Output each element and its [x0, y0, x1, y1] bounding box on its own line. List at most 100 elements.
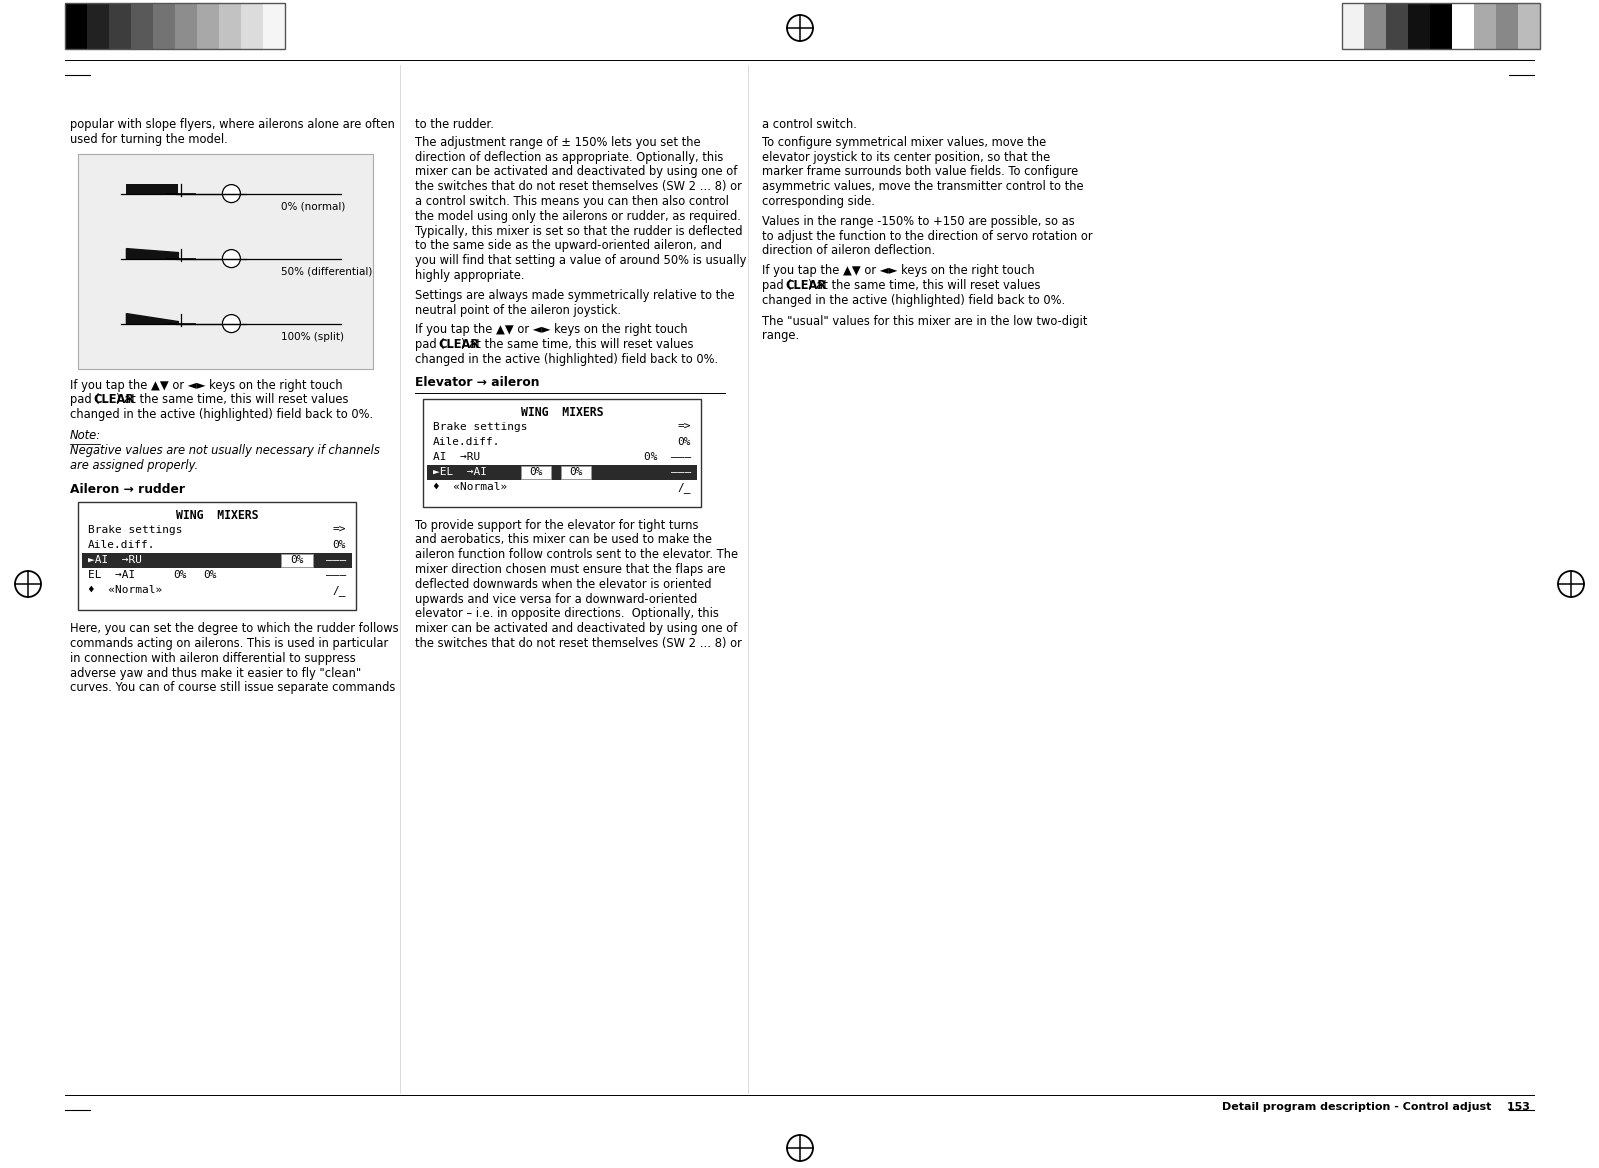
- Text: /_: /_: [333, 585, 345, 596]
- Text: to the same side as the upward-oriented aileron, and: to the same side as the upward-oriented …: [416, 239, 723, 252]
- Text: ———: ———: [326, 555, 345, 565]
- Text: Typically, this mixer is set so that the rudder is deflected: Typically, this mixer is set so that the…: [416, 224, 742, 237]
- Polygon shape: [126, 249, 179, 258]
- Text: marker frame surrounds both value fields. To configure: marker frame surrounds both value fields…: [763, 166, 1078, 179]
- Text: /_: /_: [678, 481, 691, 493]
- Text: mixer direction chosen must ensure that the flaps are: mixer direction chosen must ensure that …: [416, 563, 726, 576]
- Text: in connection with aileron differential to suppress: in connection with aileron differential …: [70, 652, 355, 665]
- Text: changed in the active (highlighted) field back to 0%.: changed in the active (highlighted) fiel…: [763, 294, 1065, 307]
- Text: curves. You can of course still issue separate commands: curves. You can of course still issue se…: [70, 681, 395, 695]
- Text: 0%: 0%: [678, 437, 691, 446]
- Text: Aile.diff.: Aile.diff.: [88, 540, 155, 550]
- Bar: [1364, 4, 1386, 49]
- Text: 0%: 0%: [569, 466, 582, 477]
- Bar: [1386, 4, 1409, 49]
- Bar: [1497, 4, 1517, 49]
- Polygon shape: [126, 313, 179, 324]
- Text: Note:: Note:: [70, 429, 101, 442]
- Text: ►AI  →RU: ►AI →RU: [88, 555, 142, 565]
- Text: ♦  «Normal»: ♦ «Normal»: [433, 481, 507, 492]
- Text: Brake settings: Brake settings: [433, 422, 528, 432]
- Text: ) at the same time, this will reset values: ) at the same time, this will reset valu…: [117, 394, 349, 406]
- Text: aileron function follow controls sent to the elevator. The: aileron function follow controls sent to…: [416, 548, 739, 561]
- Text: 0% (normal): 0% (normal): [281, 202, 345, 211]
- Text: If you tap the ▲▼ or ◄► keys on the right touch: If you tap the ▲▼ or ◄► keys on the righ…: [416, 324, 688, 336]
- Text: Aileron → rudder: Aileron → rudder: [70, 484, 185, 496]
- Text: The adjustment range of ± 150% lets you set the: The adjustment range of ± 150% lets you …: [416, 135, 700, 148]
- Text: WING  MIXERS: WING MIXERS: [521, 405, 603, 418]
- Text: upwards and vice versa for a downward-oriented: upwards and vice versa for a downward-or…: [416, 592, 697, 605]
- Text: 50% (differential): 50% (differential): [281, 266, 373, 277]
- Text: Settings are always made symmetrically relative to the: Settings are always made symmetrically r…: [416, 288, 734, 301]
- Text: adverse yaw and thus make it easier to fly "clean": adverse yaw and thus make it easier to f…: [70, 667, 361, 680]
- Text: Values in the range -150% to +150 are possible, so as: Values in the range -150% to +150 are po…: [763, 215, 1075, 228]
- Bar: [78, 154, 373, 369]
- Text: Aile.diff.: Aile.diff.: [433, 437, 500, 446]
- Text: Elevator → aileron: Elevator → aileron: [416, 376, 539, 389]
- Text: 0%: 0%: [173, 570, 187, 580]
- Text: changed in the active (highlighted) field back to 0%.: changed in the active (highlighted) fiel…: [416, 353, 718, 366]
- Text: corresponding side.: corresponding side.: [763, 195, 875, 208]
- Bar: [82, 554, 352, 568]
- Bar: [219, 4, 241, 49]
- Text: Here, you can set the degree to which the rudder follows: Here, you can set the degree to which th…: [70, 623, 398, 635]
- Bar: [197, 4, 219, 49]
- Text: a control switch.: a control switch.: [763, 118, 857, 131]
- Text: the switches that do not reset themselves (SW 2 … 8) or: the switches that do not reset themselve…: [416, 180, 742, 193]
- Bar: [1474, 4, 1497, 49]
- Text: The "usual" values for this mixer are in the low two-digit: The "usual" values for this mixer are in…: [763, 314, 1087, 327]
- Bar: [241, 4, 262, 49]
- Bar: [281, 554, 313, 568]
- Text: and aerobatics, this mixer can be used to make the: and aerobatics, this mixer can be used t…: [416, 534, 712, 547]
- Bar: [126, 183, 179, 194]
- Text: ———: ———: [670, 466, 691, 477]
- Bar: [1430, 4, 1452, 49]
- Text: are assigned properly.: are assigned properly.: [70, 459, 198, 472]
- Text: ———: ———: [326, 570, 345, 580]
- Bar: [86, 4, 109, 49]
- Bar: [1342, 4, 1364, 49]
- Bar: [66, 4, 285, 49]
- Text: To provide support for the elevator for tight turns: To provide support for the elevator for …: [416, 519, 699, 531]
- Text: CLEAR: CLEAR: [93, 394, 134, 406]
- Text: 0%: 0%: [333, 540, 345, 550]
- Bar: [174, 4, 197, 49]
- Text: direction of deflection as appropriate. Optionally, this: direction of deflection as appropriate. …: [416, 151, 723, 164]
- Text: to adjust the function to the direction of servo rotation or: to adjust the function to the direction …: [763, 230, 1092, 243]
- Text: 0%: 0%: [203, 570, 216, 580]
- Text: ►EL  →AI: ►EL →AI: [433, 466, 488, 477]
- Text: pad (: pad (: [416, 339, 445, 352]
- Bar: [78, 502, 357, 610]
- Text: 0%: 0%: [291, 555, 304, 565]
- Bar: [1452, 4, 1474, 49]
- Text: AI  →RU: AI →RU: [433, 452, 480, 461]
- Text: a control switch. This means you can then also control: a control switch. This means you can the…: [416, 195, 729, 208]
- Text: the switches that do not reset themselves (SW 2 … 8) or: the switches that do not reset themselve…: [416, 637, 742, 651]
- Text: pad (: pad (: [70, 394, 99, 406]
- Text: deflected downwards when the elevator is oriented: deflected downwards when the elevator is…: [416, 578, 712, 591]
- Text: pad (: pad (: [763, 279, 792, 292]
- Text: ♦  «Normal»: ♦ «Normal»: [88, 585, 161, 596]
- Text: used for turning the model.: used for turning the model.: [70, 133, 227, 146]
- Text: CLEAR: CLEAR: [785, 279, 827, 292]
- Bar: [154, 4, 174, 49]
- Text: elevator – i.e. in opposite directions.  Optionally, this: elevator – i.e. in opposite directions. …: [416, 607, 720, 620]
- Text: to the rudder.: to the rudder.: [416, 118, 494, 131]
- Text: =>: =>: [678, 422, 691, 432]
- Text: elevator joystick to its center position, so that the: elevator joystick to its center position…: [763, 151, 1051, 164]
- Text: ) at the same time, this will reset values: ) at the same time, this will reset valu…: [461, 339, 694, 352]
- Text: 0%: 0%: [529, 466, 542, 477]
- Bar: [66, 4, 86, 49]
- Text: mixer can be activated and deactivated by using one of: mixer can be activated and deactivated b…: [416, 166, 737, 179]
- Text: If you tap the ▲▼ or ◄► keys on the right touch: If you tap the ▲▼ or ◄► keys on the righ…: [763, 264, 1035, 277]
- Text: 100% (split): 100% (split): [281, 332, 344, 341]
- Bar: [1342, 4, 1540, 49]
- Circle shape: [222, 314, 240, 333]
- Text: asymmetric values, move the transmitter control to the: asymmetric values, move the transmitter …: [763, 180, 1084, 193]
- Bar: [109, 4, 131, 49]
- Text: the model using only the ailerons or rudder, as required.: the model using only the ailerons or rud…: [416, 210, 740, 223]
- Text: ) at the same time, this will reset values: ) at the same time, this will reset valu…: [807, 279, 1041, 292]
- Text: Brake settings: Brake settings: [88, 526, 182, 535]
- Text: commands acting on ailerons. This is used in particular: commands acting on ailerons. This is use…: [70, 637, 389, 651]
- Text: Detail program description - Control adjust    153: Detail program description - Control adj…: [1222, 1101, 1530, 1112]
